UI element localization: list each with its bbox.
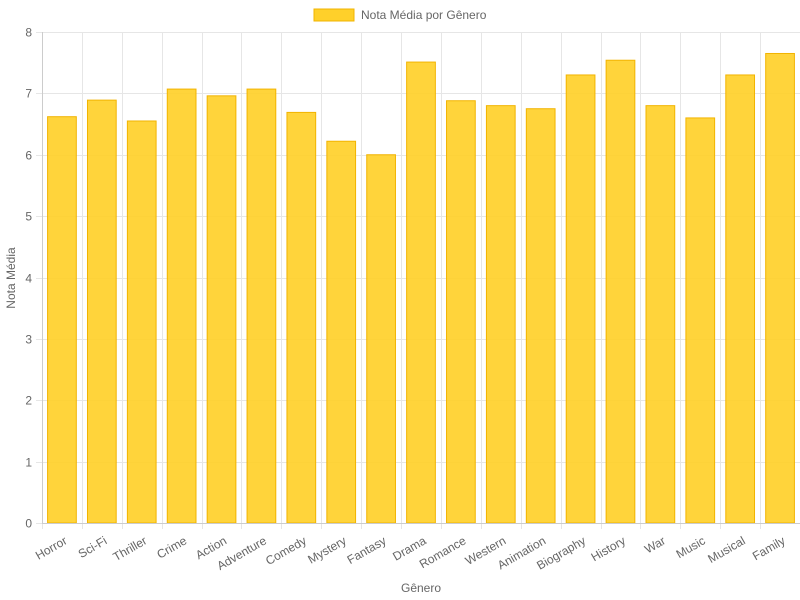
- bar-mystery[interactable]: [326, 140, 357, 524]
- y-tick-label: 5: [25, 210, 32, 224]
- x-tick-label: Horror: [33, 533, 69, 562]
- y-tick-label: 6: [25, 149, 32, 163]
- x-tick-label: Musical: [705, 533, 747, 565]
- bar-adventure[interactable]: [246, 88, 277, 524]
- bar-biography[interactable]: [565, 74, 596, 524]
- y-tick-label: 0: [25, 517, 32, 531]
- x-tick-label: Mystery: [305, 533, 348, 566]
- x-tick-label: Sci-Fi: [76, 533, 110, 560]
- legend-swatch[interactable]: [313, 8, 355, 22]
- x-axis-ticks: Horror Sci-Fi Thriller Crime ActionAdventure…: [33, 533, 788, 573]
- y-tick-label: 4: [25, 272, 32, 286]
- bar-western[interactable]: [485, 105, 516, 524]
- bars: [47, 52, 795, 524]
- x-tick-label: Comedy: [263, 533, 309, 567]
- bar-romance[interactable]: [446, 100, 476, 524]
- y-tick-label: 3: [25, 333, 32, 347]
- x-tick-label: History: [589, 533, 628, 564]
- axes: [42, 32, 800, 524]
- x-tick-label: Music: [674, 533, 708, 561]
- x-tick-label: Family: [750, 533, 788, 563]
- bar-fantasy[interactable]: [366, 154, 396, 524]
- bar-music[interactable]: [685, 117, 716, 524]
- x-axis-title: Gênero: [401, 581, 441, 595]
- y-tick-label: 7: [25, 87, 32, 101]
- bar-horror[interactable]: [47, 116, 77, 524]
- x-tick-label: Fantasy: [345, 533, 389, 566]
- bar-family[interactable]: [765, 52, 795, 524]
- bar-history[interactable]: [605, 59, 636, 524]
- y-tick-label: 1: [25, 456, 32, 470]
- bar-animation[interactable]: [525, 108, 556, 524]
- gridlines: [36, 32, 800, 529]
- bar-drama[interactable]: [406, 61, 436, 524]
- x-tick-label: War: [642, 533, 668, 556]
- bar-war[interactable]: [645, 105, 676, 524]
- y-tick-label: 2: [25, 394, 32, 408]
- y-axis-title: Nota Média: [4, 247, 18, 309]
- y-tick-label: 8: [25, 26, 32, 40]
- bar-action[interactable]: [206, 95, 237, 524]
- bar-sci-fi[interactable]: [86, 99, 117, 524]
- legend[interactable]: Nota Média por Gênero: [313, 8, 487, 22]
- legend-label[interactable]: Nota Média por Gênero: [361, 8, 487, 22]
- bar-comedy[interactable]: [286, 111, 317, 524]
- y-axis-ticks: 0 1 2 3 4 5 6 7 8: [25, 26, 32, 531]
- bar-thriller[interactable]: [126, 120, 157, 524]
- bar-crime[interactable]: [166, 88, 197, 524]
- x-tick-label: Thriller: [110, 533, 149, 563]
- bar-musical[interactable]: [725, 74, 756, 524]
- x-tick-label: Crime: [154, 533, 189, 561]
